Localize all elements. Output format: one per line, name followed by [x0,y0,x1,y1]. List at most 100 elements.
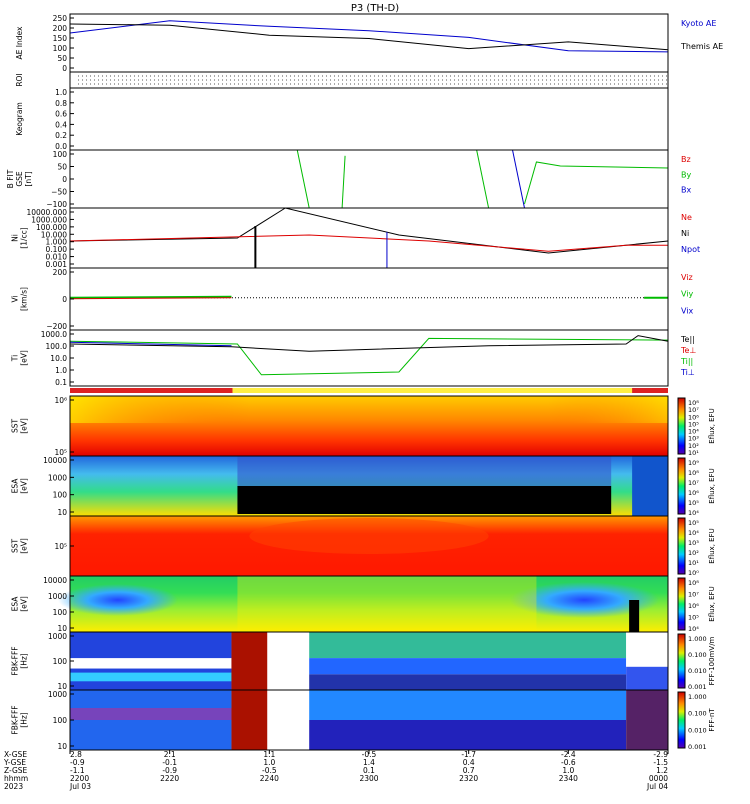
ylabel-ni-1: [1/cc] [20,227,29,248]
cbtick-sst_i-1: 10⁴ [688,529,699,537]
fbk1-top [309,632,627,659]
fbk1-burst [231,632,268,690]
ytick-bfit-4: −100 [46,200,67,209]
cbtick-fbk_fff-0: 1.000 [688,635,707,643]
ylabel-keogram-0: Keogram [15,102,24,136]
ytick-keogram-3: 0.4 [55,120,67,129]
ytick-ti-0: 1000.0 [41,330,67,339]
vi-viy [69,295,232,299]
ylabel-esa_e-0: ESA [11,478,20,494]
xaxis-col-3-2: 0.1 [363,766,375,775]
cblabel-esa_i: Eflux, EFU [708,586,716,621]
ytick-ae-4: 50 [57,54,67,63]
cbtick-esa_i-4: 10⁴ [688,625,699,633]
ylabel-sst_e-1: [eV] [20,418,29,434]
ylabel-sst_e-0: SST [11,419,20,434]
esa-ion-blob-1 [57,584,178,616]
xaxis-col-2-2: -0.5 [262,766,277,775]
xaxis-col-1-1: -0.1 [162,758,177,767]
ylabel-ti-1: [eV] [20,350,29,366]
cbtick-fbk_ff2-2: 0.010 [688,726,707,734]
ylabel-fbk_ff2-1: [Hz] [20,712,29,728]
xaxis-col-0-2: -1.1 [70,766,85,775]
legend-ni-2: Npot [681,245,700,254]
panel-frame-bfit [69,149,669,209]
ne-series [69,234,668,252]
xaxis-col-4-3: 2320 [459,774,478,783]
fbk1-mid [309,658,627,675]
ylabel-esa_e-1: [eV] [20,478,29,494]
colorbar-sst_e [677,397,686,455]
ytick-ni-7: 0.001 [46,260,68,269]
ti-tipar [69,337,669,376]
xaxis-col-6-4: Jul 04 [646,782,668,791]
ytick-esa_e-0: 10000 [43,456,67,465]
xaxis-col-3-3: 2300 [359,774,378,783]
esa-ion-gap [629,600,640,632]
ylabel-ae-0: AE Index [15,26,24,59]
ti-tepar [69,335,669,352]
ytick-esa_i-1: 1000 [48,592,67,601]
xaxis-col-4-0: -1.7 [461,750,476,759]
legend-ae-1: Themis AE [680,42,723,51]
xaxis-col-6-2: 1.2 [656,766,668,775]
ytick-fbk_ff2-0: 1000 [48,690,67,699]
sst-electron-overlay [70,396,668,423]
xaxis-col-4-2: 0.7 [463,766,475,775]
xaxis-rowlabel-4: 2023 [4,782,23,791]
ytick-ni-3: 10.000 [41,230,67,239]
xaxis-col-3-1: 1.4 [363,758,375,767]
mode-strip-burst-3 [632,388,668,393]
ytick-keogram-1: 0.8 [55,99,67,108]
mode-strip-burst-2 [222,388,233,393]
ylabel-fbk_fff-1: [Hz] [20,653,29,669]
panel-frame-ti [69,329,669,387]
xaxis-col-1-3: 2220 [160,774,179,783]
ytick-ti-3: 1.0 [55,366,67,375]
ytick-ni-5: 0.100 [46,245,68,254]
cbtick-sst_e-7: 10¹ [688,449,699,457]
colorbar-fbk_fff [677,633,686,689]
cbtick-fbk_fff-1: 0.100 [688,651,707,659]
ytick-ti-1: 100.0 [46,342,68,351]
cbtick-sst_e-0: 10⁸ [688,399,699,407]
ytick-esa_i-2: 100 [53,608,68,617]
ytick-ti-4: 0.1 [55,378,67,387]
colorbar-esa_i [677,577,686,631]
xaxis-col-6-1: -1.5 [653,758,668,767]
legend-ti-1: Te⊥ [680,346,696,355]
xaxis-col-5-0: -2.4 [561,750,576,759]
ytick-esa_i-0: 10000 [43,576,67,585]
legend-bfit-1: By [681,170,691,179]
cbtick-sst_e-3: 10⁵ [688,420,699,428]
ylabel-sst_i-0: SST [11,539,20,554]
panel-frame-vi [69,267,669,331]
cbtick-esa_e-3: 10⁶ [688,489,699,497]
xaxis-col-6-0: -2.9 [653,750,668,759]
cblabel-sst_i: Eflux, EFU [708,528,716,563]
plot-title: P3 (TH-D) [351,3,399,14]
fbk2-blank [267,690,310,750]
ytick-ae-2: 150 [53,34,68,43]
ytick-vi-0: 200 [53,268,68,277]
panel-frame-keogram [69,87,669,151]
fbk2-end [626,690,668,750]
ytick-keogram-5: 0.0 [55,142,67,151]
ytick-bfit-3: −50 [51,188,67,197]
xaxis-rowlabel-0: X-GSE [4,750,27,759]
xaxis-col-0-0: 2.8 [70,750,82,759]
ytick-esa_e-3: 10 [57,508,67,517]
ylabel-roi-0: ROI [15,73,24,86]
ae-series-1 [69,23,669,51]
fbk2-top [309,690,627,720]
fbk2-left-band [70,708,232,720]
cbtick-esa_i-0: 10⁸ [688,579,699,587]
xaxis-rowlabel-1: Y-GSE [3,758,26,767]
esa-ion-center [237,576,537,632]
legend-ti-3: Ti⊥ [680,368,695,377]
ytick-ae-1: 200 [53,24,68,33]
xaxis-col-2-0: 1.1 [263,750,275,759]
ylabel-fbk_fff-0: FBK-FFF [11,646,20,675]
legend-bfit-2: Bx [681,186,691,195]
ylabel-bfit-2: [nT] [24,171,33,186]
